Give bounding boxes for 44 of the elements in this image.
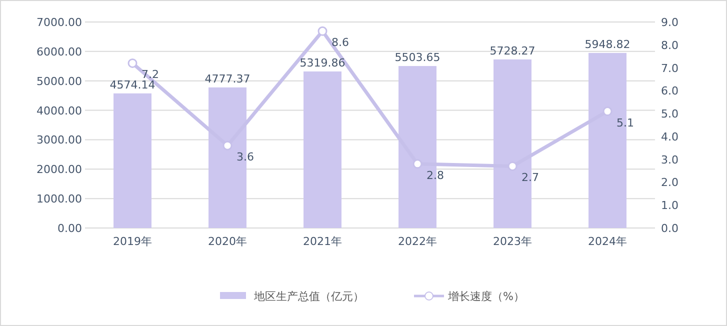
data-label: 5.1 xyxy=(616,116,634,130)
y-tick-label: 1000.00 xyxy=(36,192,82,206)
legend-label: 增长速度（%） xyxy=(447,290,524,303)
y2-tick-label: 1.0 xyxy=(661,199,678,212)
y-tick-label: 5000.00 xyxy=(36,74,82,88)
legend-label: 地区生产总值（亿元） xyxy=(253,290,364,303)
point xyxy=(602,106,612,116)
data-label: 5948.82 xyxy=(584,38,630,51)
y-tick-label: 4000.00 xyxy=(36,104,82,118)
y2-tick-label: 7.0 xyxy=(661,62,678,75)
y2-tick-label: 9.0 xyxy=(661,16,678,29)
y2-tick-label: 2.0 xyxy=(661,176,678,190)
y2-tick-label: 3.0 xyxy=(661,153,678,166)
bar xyxy=(304,71,342,228)
point xyxy=(128,58,138,68)
x-tick-label: 2023年 xyxy=(493,235,532,248)
data-label: 8.6 xyxy=(332,36,349,50)
y-tick-label: 6000.00 xyxy=(36,45,82,58)
y2-tick-label: 4.0 xyxy=(661,130,678,144)
x-tick-label: 2024年 xyxy=(588,235,627,248)
data-label: 2.8 xyxy=(426,168,444,182)
point xyxy=(222,140,232,150)
y-tick-label: 7000.00 xyxy=(36,16,82,29)
x-tick-label: 2021年 xyxy=(303,235,342,248)
y2-tick-label: 8.0 xyxy=(661,38,678,52)
y2-tick-label: 5.0 xyxy=(661,108,678,121)
data-label: 3.6 xyxy=(236,150,254,164)
point xyxy=(318,26,328,36)
data-label: 2.7 xyxy=(522,171,539,184)
point xyxy=(412,159,422,169)
y2-tick-label: 0.0 xyxy=(661,222,678,235)
y2-tick-label: 6.0 xyxy=(661,84,678,98)
data-label: 4777.37 xyxy=(204,72,250,86)
x-tick-label: 2022年 xyxy=(398,235,437,248)
bar xyxy=(114,93,152,228)
x-tick-label: 2019年 xyxy=(113,235,152,248)
y-tick-label: 0.00 xyxy=(58,222,82,235)
data-label: 5728.27 xyxy=(490,44,536,58)
point xyxy=(508,161,518,171)
x-tick-label: 2020年 xyxy=(208,235,247,248)
data-label: 5319.86 xyxy=(300,56,346,70)
y-tick-label: 3000.00 xyxy=(36,134,82,147)
y-tick-label: 2000.00 xyxy=(36,163,82,176)
data-label: 5503.65 xyxy=(394,51,440,64)
